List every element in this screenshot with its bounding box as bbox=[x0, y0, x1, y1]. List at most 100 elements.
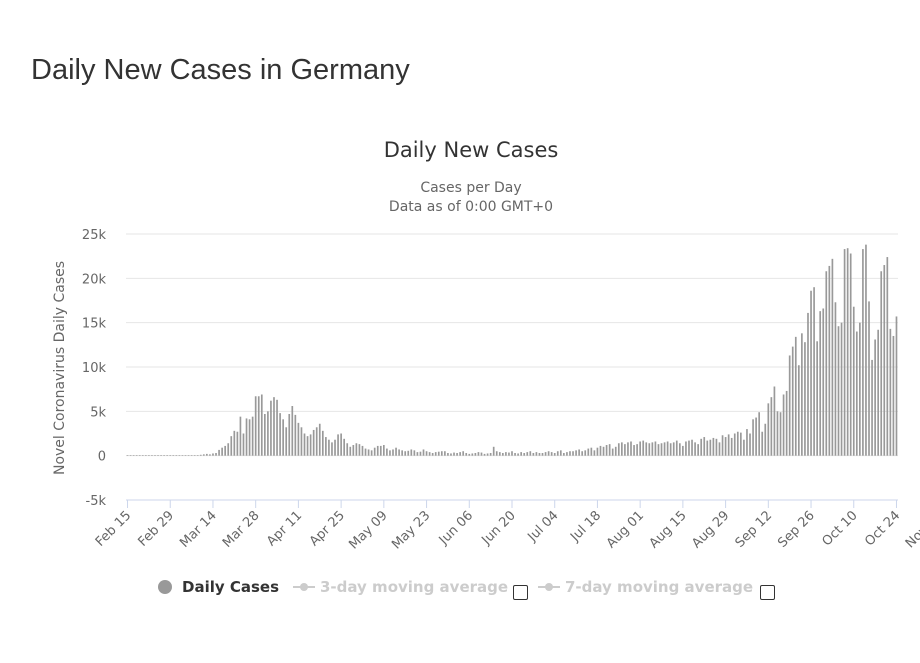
daily-cases-bar[interactable] bbox=[569, 451, 571, 456]
daily-cases-bar[interactable] bbox=[871, 359, 873, 456]
daily-cases-bar[interactable] bbox=[355, 443, 358, 456]
daily-cases-bar[interactable] bbox=[407, 450, 410, 456]
daily-cases-bar[interactable] bbox=[614, 446, 617, 456]
daily-cases-bar[interactable] bbox=[837, 326, 840, 456]
daily-cases-bar[interactable] bbox=[575, 450, 577, 456]
daily-cases-bar[interactable] bbox=[578, 449, 580, 456]
daily-cases-bar[interactable] bbox=[672, 442, 675, 456]
daily-cases-bar[interactable] bbox=[746, 429, 748, 456]
daily-cases-bar[interactable] bbox=[483, 453, 486, 456]
daily-cases-bar[interactable] bbox=[727, 434, 730, 456]
daily-cases-bar[interactable] bbox=[791, 346, 794, 456]
daily-cases-bar[interactable] bbox=[126, 455, 129, 456]
daily-cases-bar[interactable] bbox=[770, 397, 773, 456]
daily-cases-bar[interactable] bbox=[334, 439, 336, 456]
daily-cases-bar[interactable] bbox=[721, 435, 724, 456]
daily-cases-bars[interactable] bbox=[126, 244, 898, 456]
daily-cases-bar[interactable] bbox=[267, 411, 269, 456]
daily-cases-bar[interactable] bbox=[648, 443, 651, 456]
daily-cases-bar[interactable] bbox=[572, 451, 574, 456]
daily-cases-bar[interactable] bbox=[437, 451, 440, 456]
daily-cases-bar[interactable] bbox=[230, 436, 233, 456]
daily-cases-bar[interactable] bbox=[245, 418, 248, 456]
daily-cases-bar[interactable] bbox=[804, 342, 806, 456]
daily-cases-bar[interactable] bbox=[511, 451, 513, 456]
daily-cases-bar[interactable] bbox=[767, 403, 770, 456]
daily-cases-bar[interactable] bbox=[132, 455, 135, 456]
daily-cases-bar[interactable] bbox=[883, 265, 886, 456]
daily-cases-bar[interactable] bbox=[285, 427, 288, 456]
daily-cases-bar[interactable] bbox=[361, 445, 364, 456]
daily-cases-bar[interactable] bbox=[148, 455, 150, 456]
daily-cases-bar[interactable] bbox=[456, 453, 458, 456]
daily-cases-bar[interactable] bbox=[465, 453, 468, 456]
daily-cases-bar[interactable] bbox=[468, 453, 471, 456]
daily-cases-bar[interactable] bbox=[764, 423, 767, 456]
daily-cases-bar[interactable] bbox=[328, 439, 330, 456]
daily-cases-bar[interactable] bbox=[526, 452, 529, 456]
daily-cases-bar[interactable] bbox=[428, 452, 431, 456]
daily-cases-bar[interactable] bbox=[712, 437, 715, 456]
daily-cases-bar[interactable] bbox=[517, 453, 519, 456]
daily-cases-bar[interactable] bbox=[306, 436, 309, 456]
daily-cases-bar[interactable] bbox=[797, 365, 800, 456]
daily-cases-bar[interactable] bbox=[596, 447, 599, 456]
daily-cases-bar[interactable] bbox=[254, 396, 257, 456]
daily-cases-bar[interactable] bbox=[758, 412, 760, 456]
daily-cases-bar[interactable] bbox=[343, 438, 346, 456]
daily-cases-bar[interactable] bbox=[779, 412, 782, 456]
daily-cases-bar[interactable] bbox=[157, 455, 159, 456]
daily-cases-bar[interactable] bbox=[370, 450, 373, 456]
daily-cases-bar[interactable] bbox=[453, 452, 455, 456]
daily-cases-bar[interactable] bbox=[325, 437, 327, 456]
daily-cases-bar[interactable] bbox=[236, 431, 239, 456]
daily-cases-bar[interactable] bbox=[440, 451, 443, 456]
daily-cases-bar[interactable] bbox=[398, 449, 400, 456]
daily-cases-bar[interactable] bbox=[187, 455, 190, 456]
daily-cases-bar[interactable] bbox=[462, 451, 465, 456]
daily-cases-bar[interactable] bbox=[703, 437, 706, 456]
daily-cases-bar[interactable] bbox=[404, 451, 407, 456]
daily-cases-bar[interactable] bbox=[144, 455, 147, 456]
daily-cases-bar[interactable] bbox=[321, 430, 324, 456]
daily-cases-bar[interactable] bbox=[221, 447, 223, 456]
daily-cases-bar[interactable] bbox=[273, 397, 275, 456]
daily-cases-bar[interactable] bbox=[657, 444, 660, 456]
daily-cases-bar[interactable] bbox=[288, 413, 291, 456]
daily-cases-bar[interactable] bbox=[431, 453, 434, 456]
daily-cases-bar[interactable] bbox=[419, 451, 422, 456]
daily-cases-bar[interactable] bbox=[199, 454, 202, 456]
daily-cases-bar[interactable] bbox=[691, 439, 693, 456]
daily-cases-bar[interactable] bbox=[495, 451, 498, 456]
daily-cases-bar[interactable] bbox=[315, 427, 318, 456]
daily-cases-bar[interactable] bbox=[151, 455, 153, 456]
daily-cases-bar[interactable] bbox=[529, 451, 532, 456]
daily-cases-bar[interactable] bbox=[172, 455, 175, 456]
daily-cases-bar[interactable] bbox=[367, 449, 370, 456]
daily-cases-bar[interactable] bbox=[709, 439, 712, 456]
daily-cases-bar[interactable] bbox=[874, 339, 876, 456]
daily-cases-bar[interactable] bbox=[669, 443, 672, 456]
daily-cases-bar[interactable] bbox=[740, 432, 742, 456]
daily-cases-bar[interactable] bbox=[489, 453, 492, 456]
daily-cases-bar[interactable] bbox=[556, 451, 559, 456]
daily-cases-bar[interactable] bbox=[514, 453, 516, 456]
checkbox-3-day-average[interactable] bbox=[513, 585, 528, 600]
daily-cases-bar[interactable] bbox=[239, 416, 242, 456]
daily-cases-bar[interactable] bbox=[889, 328, 892, 456]
daily-cases-bar[interactable] bbox=[840, 322, 843, 456]
daily-cases-bar[interactable] bbox=[755, 417, 757, 456]
daily-cases-bar[interactable] bbox=[785, 390, 788, 456]
daily-cases-bar[interactable] bbox=[715, 438, 718, 456]
daily-cases-bar[interactable] bbox=[138, 455, 141, 456]
daily-cases-bar[interactable] bbox=[660, 443, 663, 456]
daily-cases-bar[interactable] bbox=[459, 452, 461, 456]
legend-3-day-average[interactable]: 3-day moving average bbox=[293, 578, 508, 596]
daily-cases-bar[interactable] bbox=[624, 444, 626, 456]
daily-cases-bar[interactable] bbox=[822, 308, 825, 456]
daily-cases-bar[interactable] bbox=[752, 419, 754, 456]
daily-cases-bar[interactable] bbox=[395, 447, 397, 456]
daily-cases-bar[interactable] bbox=[425, 451, 428, 456]
daily-cases-bar[interactable] bbox=[788, 355, 791, 456]
daily-cases-bar[interactable] bbox=[505, 452, 507, 456]
